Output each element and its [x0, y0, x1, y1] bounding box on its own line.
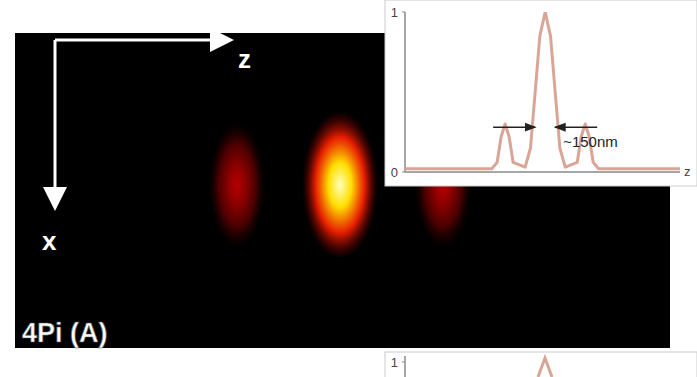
y-axis: [404, 12, 406, 172]
panel-label: 4Pi (A): [22, 318, 108, 348]
axis-label: z: [238, 44, 251, 74]
axis-label: x: [42, 226, 57, 256]
profile-line: [405, 12, 680, 169]
plot-area: [405, 12, 680, 169]
x-axis: [405, 171, 680, 173]
psf-lobe: [302, 111, 378, 259]
y-tick-label: 1: [391, 355, 398, 370]
y-axis-2: [404, 356, 406, 377]
y-tick: [402, 362, 405, 363]
inset-box: [385, 0, 697, 186]
y-tick-label: 1: [391, 5, 398, 20]
profile-peak-2: [538, 358, 552, 377]
fwhm-arrow: [555, 126, 597, 128]
y-tick-label: 0: [391, 165, 398, 180]
fwhm-arrow: [493, 126, 535, 128]
y-tick: [402, 12, 405, 13]
y-tick: [402, 172, 405, 173]
x-arrow: [54, 40, 57, 205]
inset-box-2: [385, 352, 697, 377]
annotation: ~150nm: [563, 133, 618, 150]
psf-lobe: [209, 122, 265, 248]
x-axis-label: z: [684, 164, 691, 179]
figure: z x 4Pi (A) 0 1 z ~150nm 1: [0, 0, 697, 377]
z-arrow: [55, 39, 228, 42]
